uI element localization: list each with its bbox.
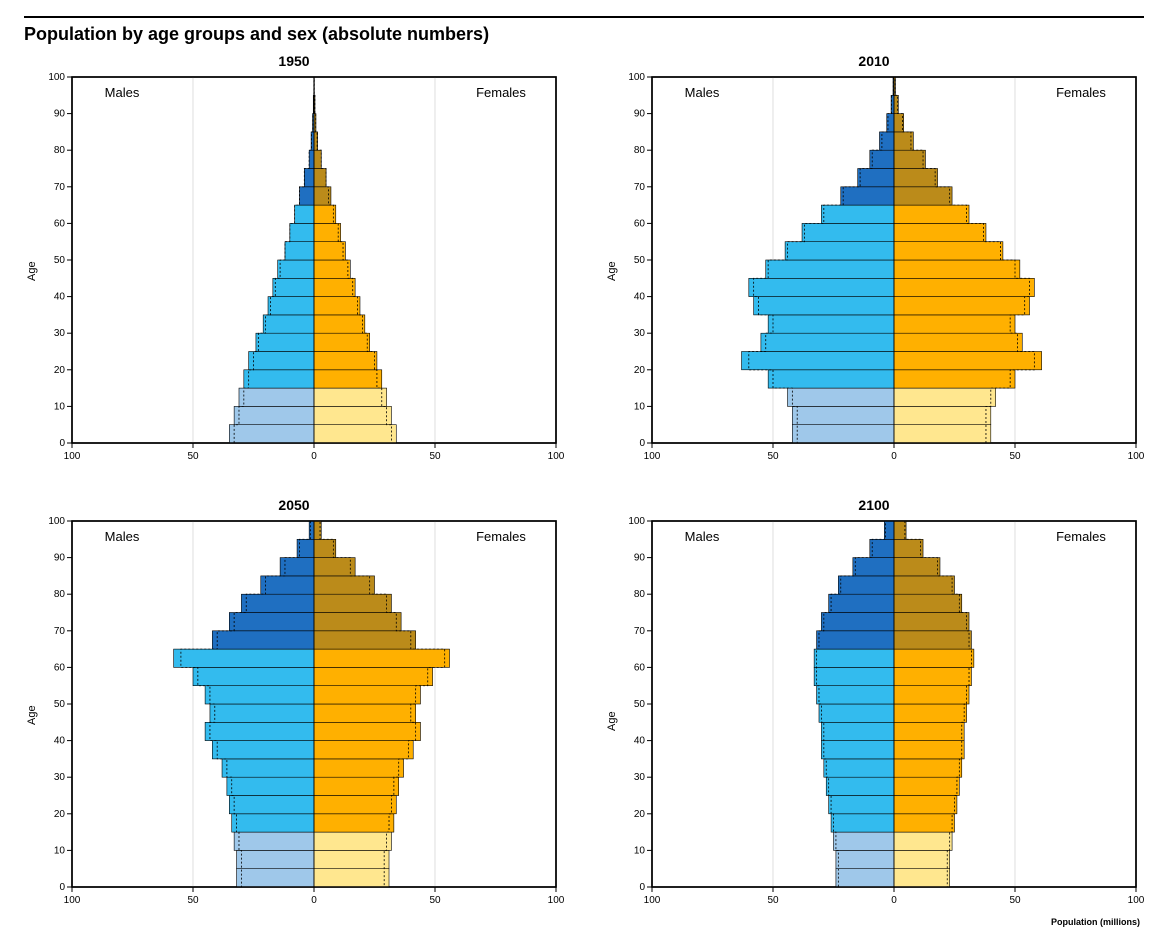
page-title: Population by age groups and sex (absolu…	[24, 24, 1144, 45]
svg-text:20: 20	[54, 809, 66, 820]
svg-text:30: 30	[634, 772, 646, 783]
svg-text:80: 80	[54, 145, 66, 156]
top-rule	[24, 16, 1144, 18]
svg-text:40: 40	[634, 292, 646, 303]
svg-text:Males: Males	[105, 529, 140, 544]
panel-title: 2050	[24, 497, 564, 513]
svg-text:0: 0	[59, 882, 65, 893]
svg-text:100: 100	[548, 895, 564, 906]
svg-text:50: 50	[767, 895, 779, 906]
svg-text:90: 90	[54, 109, 66, 120]
svg-text:80: 80	[634, 145, 646, 156]
svg-text:0: 0	[59, 438, 65, 449]
panel-2010: 2010 Age 1005005010001020304050607080901…	[604, 53, 1144, 483]
svg-text:90: 90	[634, 553, 646, 564]
panel-2050: 2050 Age 1005005010001020304050607080901…	[24, 497, 564, 927]
svg-text:50: 50	[634, 699, 646, 710]
svg-text:60: 60	[54, 662, 66, 673]
svg-text:0: 0	[891, 451, 897, 462]
svg-text:100: 100	[548, 451, 564, 462]
svg-text:50: 50	[767, 451, 779, 462]
svg-text:30: 30	[54, 328, 66, 339]
svg-text:0: 0	[639, 882, 645, 893]
svg-text:10: 10	[634, 845, 646, 856]
svg-text:Males: Males	[685, 529, 720, 544]
svg-text:0: 0	[311, 895, 317, 906]
y-axis-label: Age	[24, 515, 40, 915]
svg-text:Females: Females	[476, 85, 526, 100]
y-axis-label: Age	[604, 71, 620, 471]
svg-text:60: 60	[634, 218, 646, 229]
pyramid-plot-2050: 100 50 0 50 100 0 10 20 30 40 50 60 70 80 90 100 Males Fe…	[40, 515, 564, 915]
panel-2100: 2100 Age 1005005010001020304050607080901…	[604, 497, 1144, 927]
svg-text:70: 70	[634, 182, 646, 193]
pyramid-plot-2010: 100 50 0 50 100 0 10 20 30 40 50 60 70 80 90 100 Males Fe…	[620, 71, 1144, 471]
svg-text:70: 70	[54, 182, 66, 193]
svg-text:50: 50	[429, 895, 441, 906]
svg-text:80: 80	[54, 589, 66, 600]
pyramid-plot-1950: 100 50 0 50 100 0 10 20 30 40 50 60 70 80 90 100 Males Fe…	[40, 71, 564, 471]
x-axis-label: Population (millions)	[620, 917, 1144, 927]
svg-text:40: 40	[54, 292, 66, 303]
svg-text:90: 90	[54, 553, 66, 564]
panel-title: 2010	[604, 53, 1144, 69]
svg-text:90: 90	[634, 109, 646, 120]
svg-text:60: 60	[634, 662, 646, 673]
svg-text:100: 100	[48, 516, 65, 527]
svg-text:Males: Males	[105, 85, 140, 100]
svg-text:50: 50	[1009, 451, 1021, 462]
svg-text:100: 100	[48, 72, 65, 83]
svg-text:40: 40	[54, 736, 66, 747]
svg-text:70: 70	[634, 626, 646, 637]
svg-text:30: 30	[634, 328, 646, 339]
svg-text:Females: Females	[1056, 85, 1106, 100]
y-axis-label: Age	[24, 71, 40, 471]
svg-text:20: 20	[634, 809, 646, 820]
svg-text:Males: Males	[685, 85, 720, 100]
svg-text:0: 0	[891, 895, 897, 906]
svg-text:50: 50	[187, 895, 199, 906]
svg-text:50: 50	[634, 255, 646, 266]
svg-text:50: 50	[54, 255, 66, 266]
svg-text:0: 0	[639, 438, 645, 449]
svg-text:50: 50	[1009, 895, 1021, 906]
svg-text:10: 10	[54, 401, 66, 412]
y-axis-label: Age	[604, 515, 620, 927]
svg-text:20: 20	[634, 365, 646, 376]
svg-text:0: 0	[311, 451, 317, 462]
svg-text:Females: Females	[476, 529, 526, 544]
svg-text:10: 10	[634, 401, 646, 412]
panel-title: 1950	[24, 53, 564, 69]
chart-grid: 1950 Age 1005005010001020304050607080901…	[24, 53, 1144, 927]
panel-title: 2100	[604, 497, 1144, 513]
svg-text:50: 50	[429, 451, 441, 462]
svg-text:100: 100	[1128, 451, 1144, 462]
svg-text:50: 50	[187, 451, 199, 462]
svg-text:20: 20	[54, 365, 66, 376]
pyramid-plot-2100: 100 50 0 50 100 0 10 20 30 40 50 60 70 80 90 100 Males Fe…	[620, 515, 1144, 915]
svg-text:100: 100	[64, 451, 81, 462]
svg-text:10: 10	[54, 845, 66, 856]
svg-text:100: 100	[628, 72, 645, 83]
svg-text:100: 100	[64, 895, 81, 906]
svg-text:80: 80	[634, 589, 646, 600]
svg-text:50: 50	[54, 699, 66, 710]
svg-text:100: 100	[1128, 895, 1144, 906]
svg-text:30: 30	[54, 772, 66, 783]
panel-1950: 1950 Age 1005005010001020304050607080901…	[24, 53, 564, 483]
svg-text:100: 100	[644, 895, 661, 906]
svg-text:40: 40	[634, 736, 646, 747]
svg-text:60: 60	[54, 218, 66, 229]
svg-text:100: 100	[644, 451, 661, 462]
svg-text:Females: Females	[1056, 529, 1106, 544]
svg-text:70: 70	[54, 626, 66, 637]
svg-text:100: 100	[628, 516, 645, 527]
